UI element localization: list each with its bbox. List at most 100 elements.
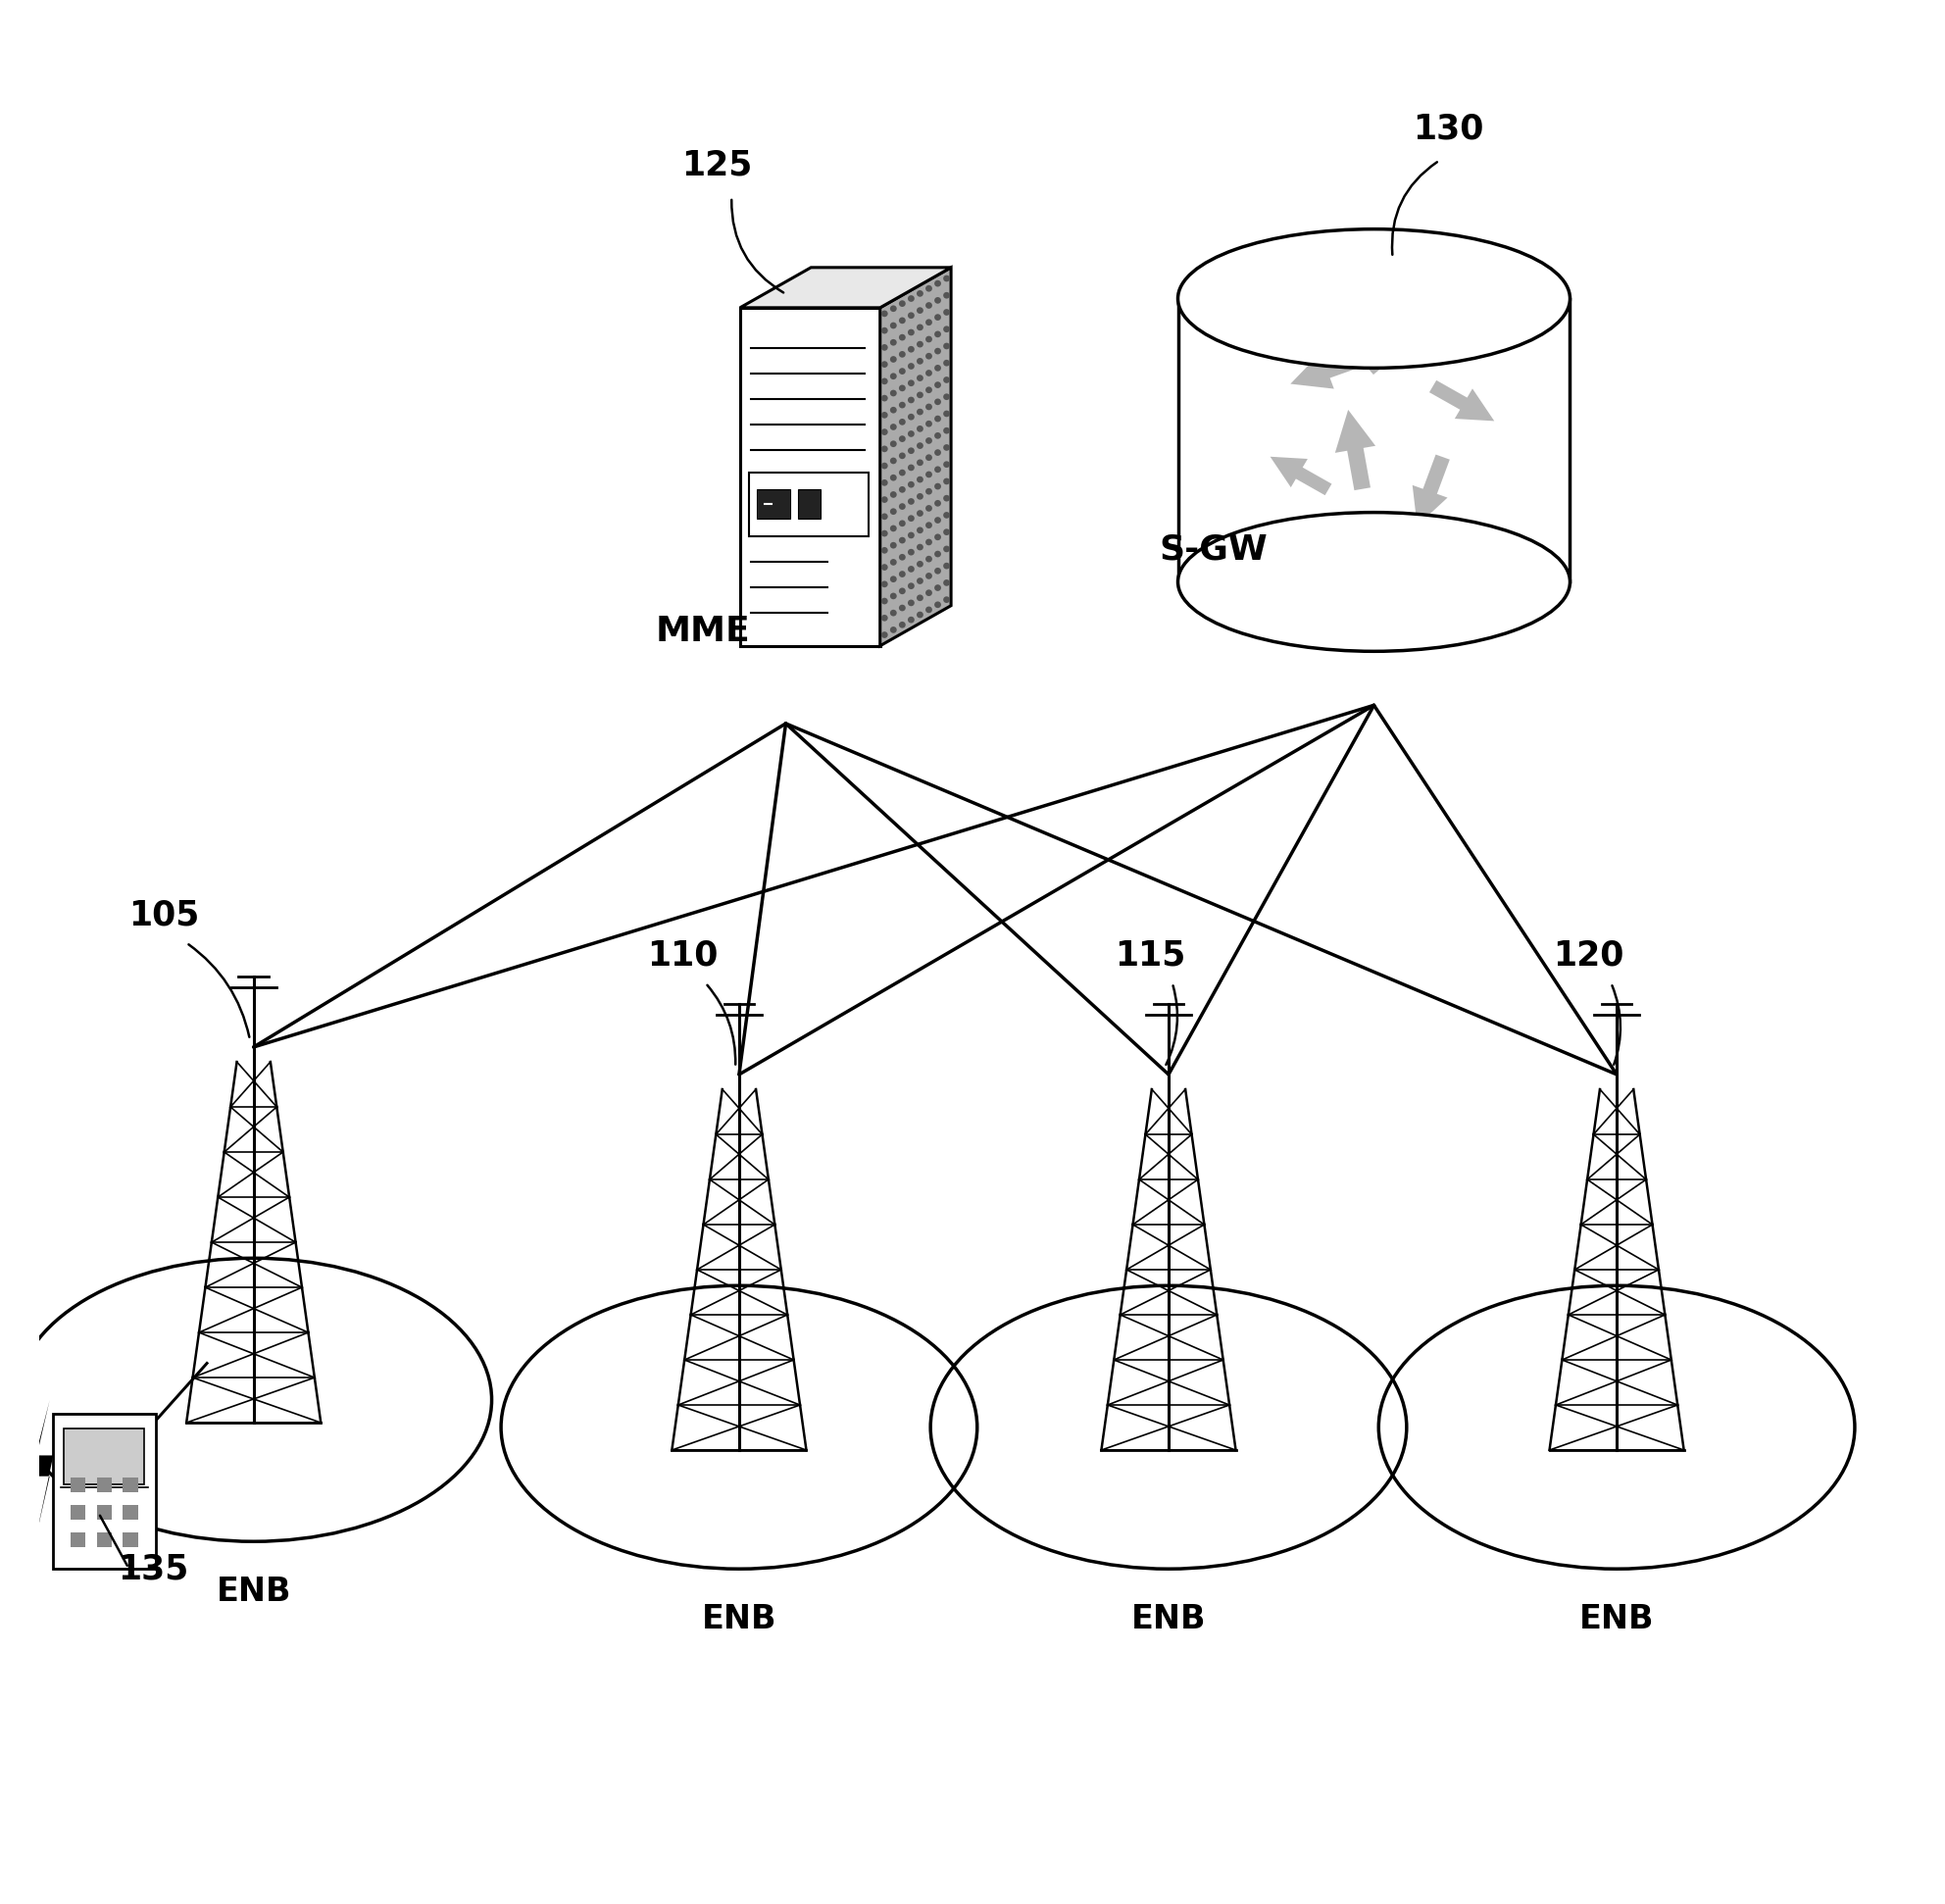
- Bar: [97, 1504, 111, 1519]
- Circle shape: [943, 495, 949, 501]
- Circle shape: [899, 301, 906, 307]
- Bar: [123, 1504, 138, 1519]
- Circle shape: [908, 565, 914, 573]
- Circle shape: [934, 449, 941, 455]
- Circle shape: [899, 470, 906, 476]
- Circle shape: [916, 425, 924, 432]
- Circle shape: [916, 289, 924, 297]
- Text: 125: 125: [681, 149, 753, 183]
- Circle shape: [881, 529, 887, 537]
- Circle shape: [943, 411, 949, 417]
- Bar: [123, 1478, 138, 1493]
- Circle shape: [908, 482, 914, 487]
- Circle shape: [891, 592, 897, 600]
- Text: ENB: ENB: [1579, 1603, 1653, 1636]
- Circle shape: [891, 575, 897, 583]
- Circle shape: [934, 331, 941, 337]
- Circle shape: [899, 436, 906, 442]
- Circle shape: [943, 596, 949, 604]
- Circle shape: [908, 548, 914, 556]
- Bar: [123, 1533, 138, 1546]
- Text: MME: MME: [655, 615, 751, 647]
- Text: 115: 115: [1114, 939, 1185, 971]
- Circle shape: [891, 322, 897, 329]
- Bar: [70, 1533, 86, 1546]
- Circle shape: [899, 367, 906, 375]
- Circle shape: [881, 564, 887, 571]
- Text: ENB: ENB: [702, 1603, 776, 1636]
- Circle shape: [891, 560, 897, 565]
- Circle shape: [891, 626, 897, 634]
- Circle shape: [881, 310, 887, 316]
- Circle shape: [943, 360, 949, 366]
- Circle shape: [891, 474, 897, 482]
- Circle shape: [899, 486, 906, 493]
- Circle shape: [908, 379, 914, 387]
- Polygon shape: [53, 1413, 156, 1569]
- Circle shape: [943, 546, 949, 552]
- Circle shape: [916, 324, 924, 331]
- Circle shape: [881, 463, 887, 468]
- Circle shape: [908, 600, 914, 605]
- Circle shape: [899, 520, 906, 527]
- Circle shape: [916, 527, 924, 533]
- Circle shape: [891, 305, 897, 312]
- Circle shape: [926, 487, 932, 495]
- Circle shape: [943, 377, 949, 383]
- Polygon shape: [1326, 514, 1363, 581]
- Polygon shape: [739, 308, 879, 645]
- Text: ENB: ENB: [216, 1575, 292, 1607]
- Circle shape: [899, 588, 906, 594]
- Circle shape: [934, 432, 941, 440]
- Circle shape: [881, 615, 887, 621]
- Polygon shape: [1362, 312, 1435, 375]
- Circle shape: [908, 364, 914, 369]
- Circle shape: [943, 276, 949, 282]
- Circle shape: [916, 459, 924, 466]
- Circle shape: [934, 314, 941, 320]
- Circle shape: [908, 347, 914, 352]
- Circle shape: [891, 373, 897, 379]
- Circle shape: [908, 447, 914, 453]
- Circle shape: [899, 537, 906, 543]
- Circle shape: [943, 326, 949, 333]
- Circle shape: [881, 411, 887, 419]
- Circle shape: [891, 526, 897, 531]
- Circle shape: [899, 318, 906, 324]
- Circle shape: [899, 554, 906, 560]
- Circle shape: [899, 571, 906, 577]
- Circle shape: [891, 356, 897, 362]
- Circle shape: [916, 392, 924, 398]
- Circle shape: [908, 531, 914, 539]
- Circle shape: [908, 413, 914, 421]
- Circle shape: [926, 421, 932, 426]
- Circle shape: [908, 583, 914, 588]
- Circle shape: [899, 402, 906, 407]
- Circle shape: [908, 329, 914, 335]
- Polygon shape: [879, 267, 951, 645]
- Polygon shape: [31, 1399, 53, 1538]
- Circle shape: [926, 320, 932, 326]
- Circle shape: [899, 503, 906, 510]
- Circle shape: [934, 550, 941, 558]
- Circle shape: [916, 442, 924, 449]
- Bar: [70, 1504, 86, 1519]
- Circle shape: [916, 358, 924, 364]
- Text: S-GW: S-GW: [1159, 533, 1268, 565]
- Circle shape: [934, 466, 941, 472]
- Text: ENB: ENB: [1132, 1603, 1206, 1636]
- Bar: [70, 1478, 86, 1493]
- Bar: [749, 472, 867, 537]
- Circle shape: [943, 343, 949, 348]
- Bar: [757, 489, 790, 518]
- Circle shape: [908, 516, 914, 522]
- Text: 135: 135: [117, 1552, 189, 1586]
- Circle shape: [916, 577, 924, 585]
- Circle shape: [881, 362, 887, 367]
- Circle shape: [926, 590, 932, 596]
- Circle shape: [881, 480, 887, 486]
- Circle shape: [881, 327, 887, 333]
- Ellipse shape: [1179, 512, 1570, 651]
- Circle shape: [899, 350, 906, 358]
- Circle shape: [926, 539, 932, 545]
